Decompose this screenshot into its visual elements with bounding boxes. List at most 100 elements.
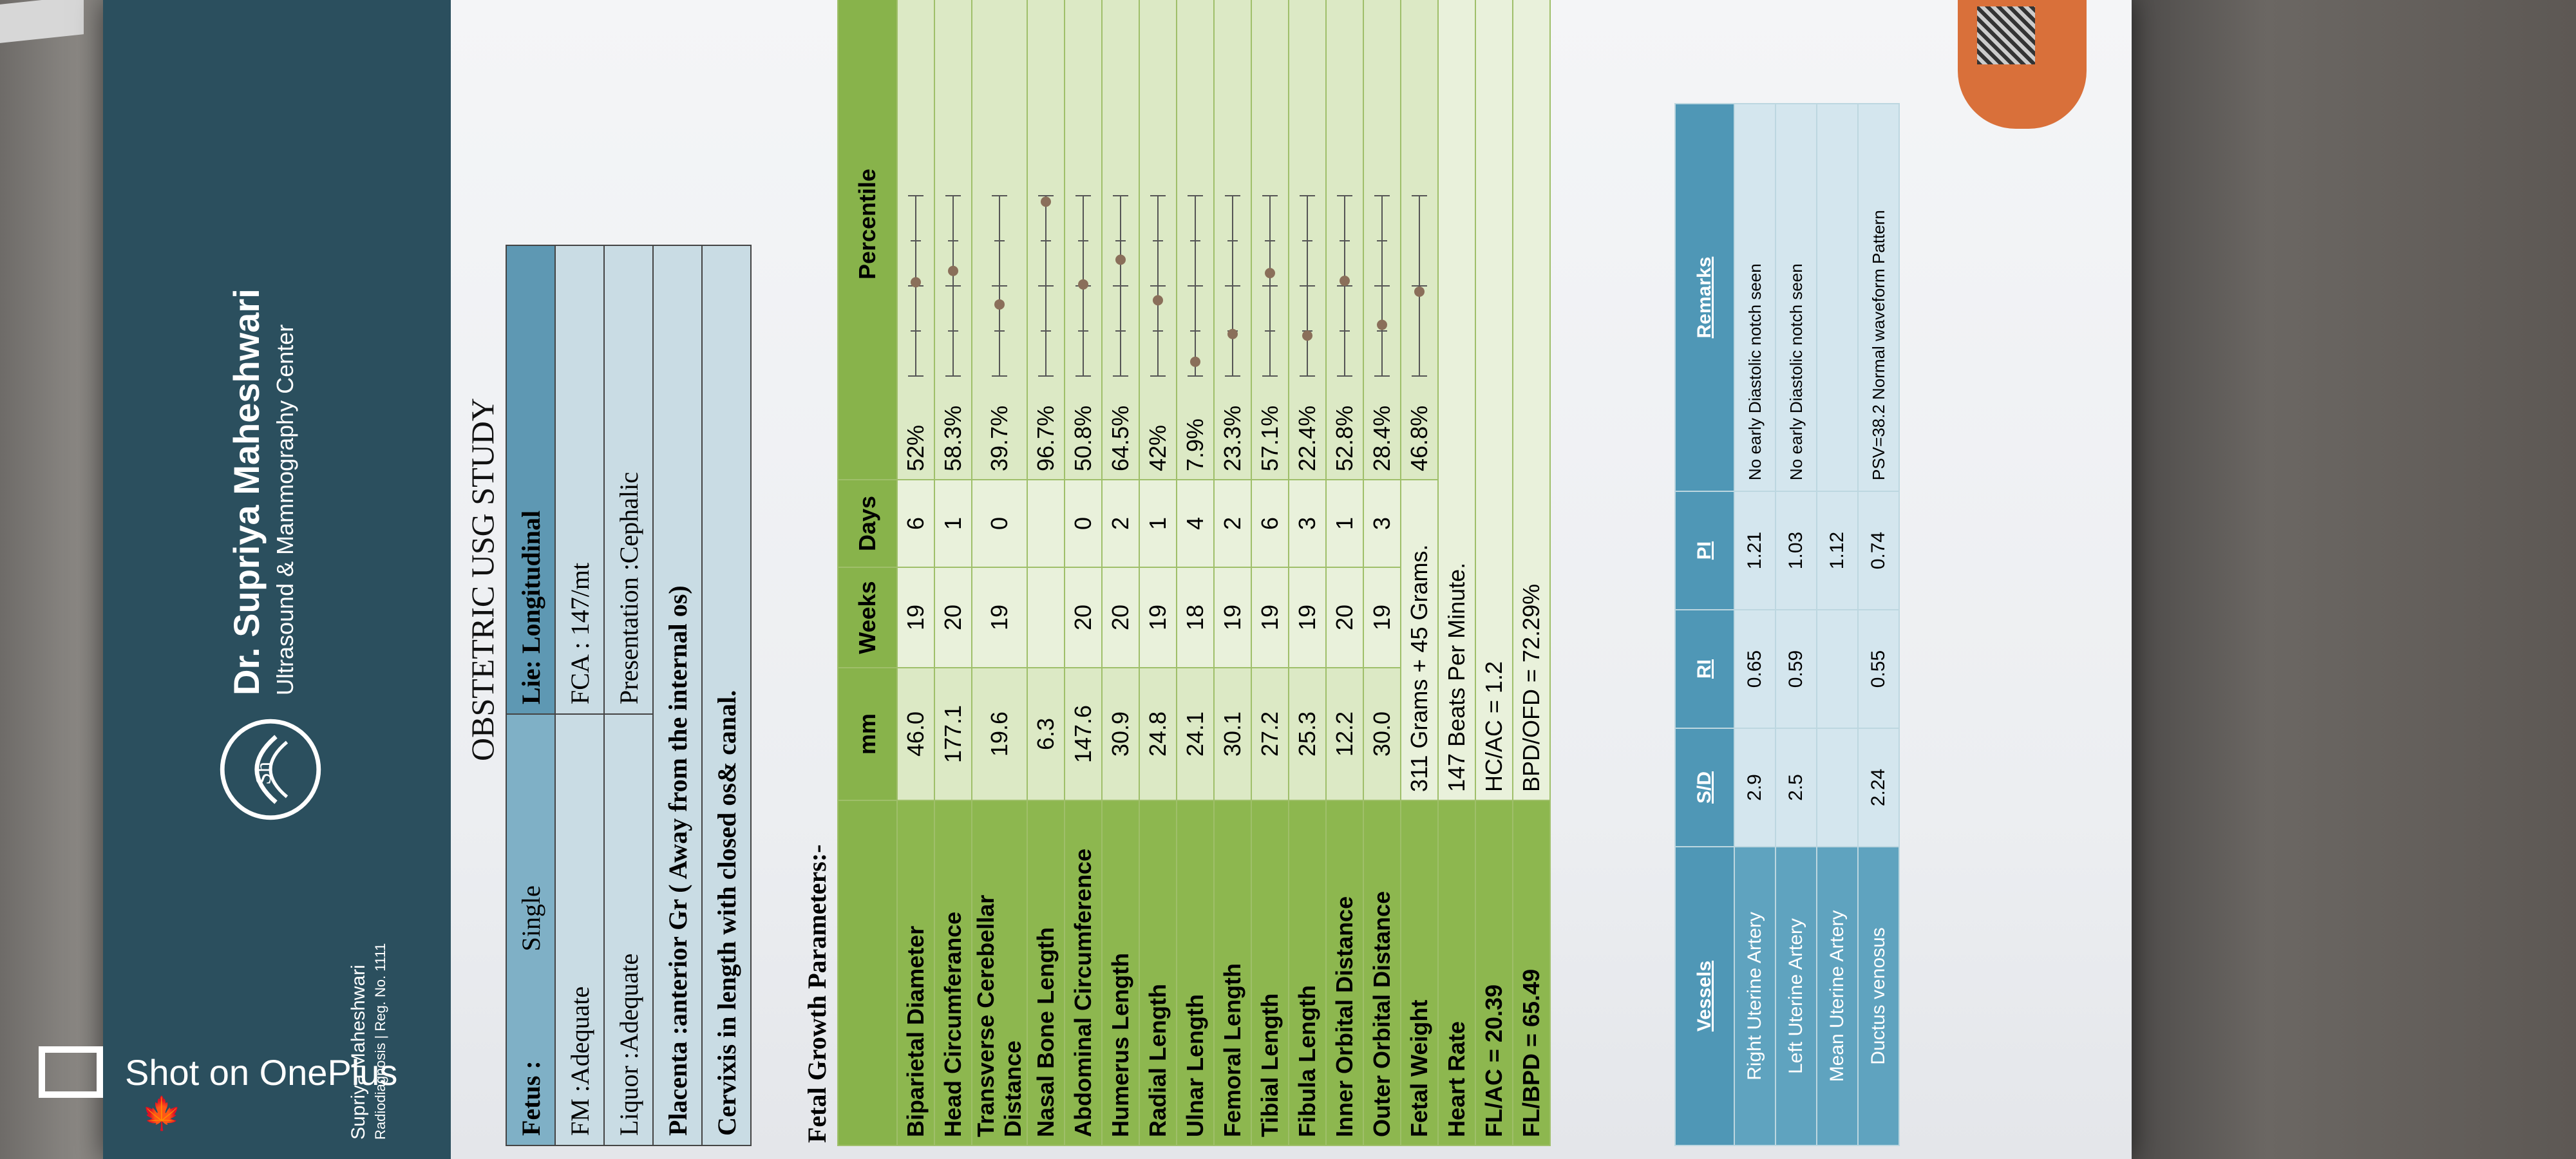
camera-watermark: Shot on OnePlus — [39, 1046, 397, 1098]
growth-param-weeks: 19 — [897, 567, 934, 668]
percentile-text: 58.3% — [940, 405, 966, 471]
fetal-weight-percentile-text: 46.8% — [1406, 405, 1432, 471]
percentile-scale — [1225, 195, 1240, 377]
percentile-text: 42% — [1144, 424, 1171, 471]
growth-param-percentile: 52% — [897, 0, 934, 480]
growth-param-weeks: 20 — [1326, 567, 1363, 668]
growth-row: Biparietal Diameter 46.0 19 6 52% — [897, 0, 934, 1145]
doppler-vessel: Right Uterine Artery — [1734, 847, 1776, 1145]
growth-param-weeks: 19 — [972, 567, 1027, 668]
growth-param-weeks: 19 — [1363, 567, 1401, 668]
maple-leaf-icon: 🍁 — [142, 1095, 182, 1131]
report-title: OBSTETRIC USG STUDY — [464, 398, 500, 761]
growth-param-days: 0 — [972, 480, 1027, 567]
doppler-vessel: Ductus venosus — [1858, 847, 1899, 1145]
growth-row: Femoral Length 30.1 19 2 23.3% — [1214, 0, 1251, 1145]
growth-param-percentile: 64.5% — [1102, 0, 1139, 480]
percentile-text: 39.7% — [986, 405, 1012, 471]
heart-rate-label: Heart Rate — [1438, 800, 1475, 1145]
pregnancy-info-table: Fetus : Single Lie: Longitudinal FM :Ade… — [506, 245, 752, 1146]
growth-param-name: Femoral Length — [1214, 800, 1251, 1145]
percentile-scale — [1113, 195, 1128, 377]
growth-param-percentile: 28.4% — [1363, 0, 1401, 480]
doppler-header-remarks: Remarks — [1675, 104, 1734, 491]
percentile-scale — [1038, 195, 1054, 377]
doppler-row: Left Uterine Artery 2.5 0.59 1.03 No early D… — [1776, 104, 1817, 1145]
doppler-ri — [1817, 610, 1858, 728]
percentile-text: 23.3% — [1219, 405, 1245, 471]
growth-param-mm: 24.8 — [1139, 668, 1177, 800]
growth-param-days: 3 — [1289, 480, 1326, 567]
growth-param-days: 2 — [1214, 480, 1251, 567]
percentile-scale — [992, 195, 1007, 377]
col-header-days: Days — [838, 480, 897, 567]
growth-param-weeks — [1027, 567, 1065, 668]
background-paper-corner — [0, 0, 84, 43]
growth-param-mm: 46.0 — [897, 668, 934, 800]
percentile-marker — [1377, 319, 1387, 330]
doppler-row: Mean Uterine Artery 1.12 — [1817, 104, 1858, 1145]
doppler-header-ri: RI — [1675, 610, 1734, 728]
doppler-remarks: No early Diastolic notch seen — [1734, 104, 1776, 491]
percentile-text: 52% — [902, 424, 929, 471]
presentation-value: Presentation :Cephalic — [604, 245, 653, 714]
growth-param-mm: 27.2 — [1251, 668, 1289, 800]
fl-ac-ratio: FL/AC = 20.39 — [1475, 800, 1513, 1145]
report-sheet: Sh Dr. Supriya Maheshwari Ultrasound & M… — [103, 0, 2132, 1159]
percentile-text: 50.8% — [1070, 405, 1096, 471]
report-header: Sh Dr. Supriya Maheshwari Ultrasound & M… — [103, 0, 451, 1159]
clinic-name: Dr. Supriya Maheshwari — [226, 288, 267, 695]
watermark-text: Shot on OnePlus — [125, 1051, 398, 1093]
growth-row: Tibial Length 27.2 19 6 57.1% — [1251, 0, 1289, 1145]
bpd-ofd-ratio: BPD/OFD = 72.29% — [1513, 0, 1550, 800]
growth-row: Inner Orbital Distance 12.2 20 1 52.8% — [1326, 0, 1363, 1145]
doppler-pi: 1.21 — [1734, 491, 1776, 610]
percentile-marker — [1340, 276, 1350, 287]
percentile-scale — [908, 195, 923, 377]
growth-row: Humerus Length 30.9 20 2 64.5% — [1102, 0, 1139, 1145]
growth-row: Head Circumferance 177.1 20 1 58.3% — [934, 0, 972, 1145]
percentile-marker — [1227, 328, 1238, 339]
growth-param-days: 1 — [1326, 480, 1363, 567]
clinic-subtitle: Ultrasound & Mammography Center — [272, 324, 298, 695]
growth-param-percentile: 23.3% — [1214, 0, 1251, 480]
percentile-text: 7.9% — [1182, 418, 1208, 471]
growth-param-name: Transverse Cerebellar Distance — [972, 800, 1027, 1145]
watermark-frame-icon — [39, 1046, 103, 1098]
fetal-weight-label: Fetal Weight — [1401, 800, 1438, 1145]
growth-param-name: Outer Orbital Distance — [1363, 800, 1401, 1145]
growth-section-title: Fetal Growth Parameters:- — [802, 844, 831, 1143]
percentile-text: 28.4% — [1368, 405, 1395, 471]
growth-param-days: 4 — [1177, 480, 1214, 567]
growth-param-percentile: 50.8% — [1065, 0, 1102, 480]
growth-param-days: 1 — [934, 480, 972, 567]
lie-value: Lie: Longitudinal — [506, 245, 555, 714]
growth-param-percentile: 42% — [1139, 0, 1177, 480]
col-header-weeks: Weeks — [838, 567, 897, 668]
growth-param-weeks: 20 — [1065, 567, 1102, 668]
growth-param-name: Fibula Length — [1289, 800, 1326, 1145]
growth-param-name: Biparietal Diameter — [897, 800, 934, 1145]
doppler-header-vessels: Vessels — [1675, 847, 1734, 1145]
doppler-rows: Right Uterine Artery 2.9 0.65 1.21 No early … — [1734, 104, 1899, 1145]
growth-param-mm: 30.0 — [1363, 668, 1401, 800]
percentile-text: 96.7% — [1032, 405, 1059, 471]
doppler-sd — [1817, 728, 1858, 847]
growth-param-percentile: 7.9% — [1177, 0, 1214, 480]
growth-param-weeks: 20 — [934, 567, 972, 668]
percentile-marker — [1153, 295, 1163, 306]
growth-param-days: 1 — [1139, 480, 1177, 567]
fetal-weight-value: 311 Grams + 45 Grams. — [1401, 480, 1438, 800]
fetus-cell: Fetus : Single — [506, 714, 555, 1145]
growth-param-mm: 177.1 — [934, 668, 972, 800]
doppler-sd: 2.5 — [1776, 728, 1817, 847]
growth-param-percentile: 58.3% — [934, 0, 972, 480]
growth-parameters-table: mm Weeks Days Percentile Biparietal Diam… — [837, 0, 1551, 1146]
doppler-pi: 0.74 — [1858, 491, 1899, 610]
growth-param-mm: 24.1 — [1177, 668, 1214, 800]
growth-row: Abdominal Circumference 147.6 20 0 50.8% — [1065, 0, 1102, 1145]
doppler-pi: 1.03 — [1776, 491, 1817, 610]
growth-row: Ulnar Length 24.1 18 4 7.9% — [1177, 0, 1214, 1145]
percentile-marker — [1041, 196, 1051, 207]
growth-row: Nasal Bone Length 6.3 96.7% — [1027, 0, 1065, 1145]
